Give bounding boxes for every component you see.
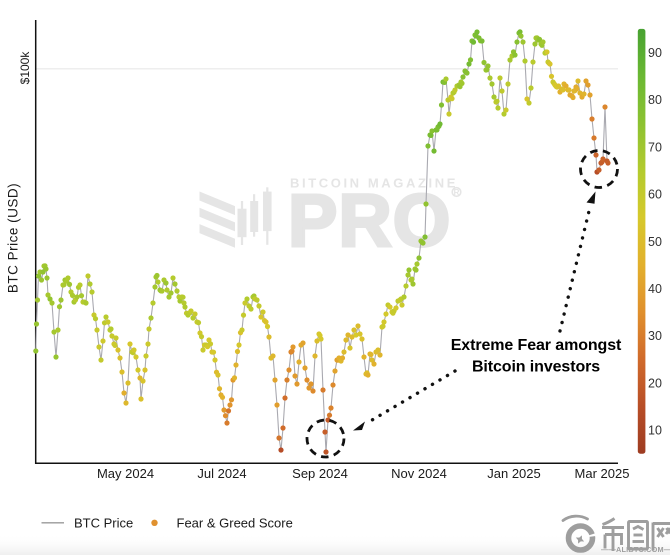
svg-text:90: 90 xyxy=(648,46,662,60)
svg-text:$100k: $100k xyxy=(18,51,32,85)
svg-text:20: 20 xyxy=(648,376,662,390)
svg-text:BTC Price: BTC Price xyxy=(74,516,133,531)
svg-text:Jul 2024: Jul 2024 xyxy=(197,466,246,481)
svg-text:Mar 2025: Mar 2025 xyxy=(575,466,630,481)
svg-text:70: 70 xyxy=(648,140,662,154)
svg-text:Nov 2024: Nov 2024 xyxy=(391,466,447,481)
svg-text:Extreme Fear amongst: Extreme Fear amongst xyxy=(451,337,622,354)
svg-text:——ALIBTC.COM——: ——ALIBTC.COM—— xyxy=(601,545,670,554)
svg-text:10: 10 xyxy=(648,424,662,438)
svg-text:40: 40 xyxy=(648,282,662,296)
svg-text:Fear & Greed Score: Fear & Greed Score xyxy=(177,516,293,531)
svg-text:BITCOIN MAGAZINE: BITCOIN MAGAZINE xyxy=(290,176,458,191)
svg-text:Jan 2025: Jan 2025 xyxy=(487,466,541,481)
svg-text:Sep 2024: Sep 2024 xyxy=(292,466,348,481)
svg-text:80: 80 xyxy=(648,93,662,107)
svg-text:PRO: PRO xyxy=(288,179,451,262)
svg-text:May 2024: May 2024 xyxy=(97,466,154,481)
svg-text:BTC Price (USD): BTC Price (USD) xyxy=(6,183,21,293)
svg-text:Bitcoin investors: Bitcoin investors xyxy=(472,359,600,376)
svg-text:30: 30 xyxy=(648,329,662,343)
svg-text:R: R xyxy=(454,188,460,197)
svg-text:50: 50 xyxy=(648,235,662,249)
svg-text:60: 60 xyxy=(648,188,662,202)
